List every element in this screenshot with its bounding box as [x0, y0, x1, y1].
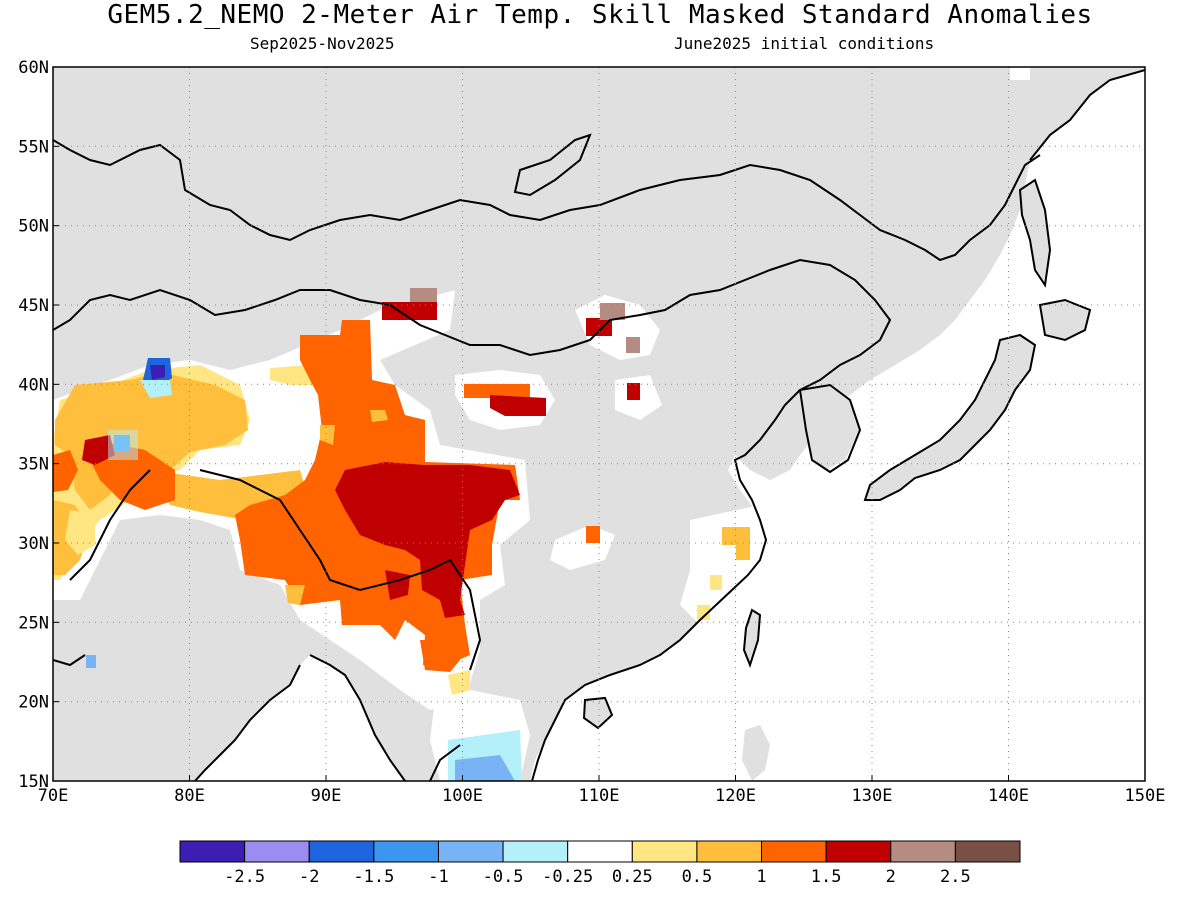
colorbar-swatch	[954, 840, 1021, 863]
colorbar-label: -2.5	[224, 867, 265, 887]
lon-tick-labels: 70E 80E 90E 100E 110E 120E 130E 140E 150E	[38, 775, 1166, 806]
colorbar-swatch	[567, 840, 633, 863]
lon-tick-label: 150E	[1125, 786, 1166, 806]
anom-tajik-cold-05	[108, 430, 138, 460]
colorbar-swatch	[761, 840, 827, 863]
anom-nchina-15	[464, 384, 530, 398]
chart-subtitle-period: Sep2025-Nov2025	[250, 34, 395, 53]
lat-tick-label: 50N	[18, 217, 49, 237]
lon-tick-label: 130E	[852, 786, 893, 806]
colorbar-label: 2.5	[940, 867, 971, 887]
colorbar-label: 2	[886, 867, 896, 887]
colorbar-label: -0.25	[542, 867, 593, 887]
mask-white-coast	[680, 505, 775, 625]
lat-tick-label: 60N	[18, 58, 49, 78]
land-japan	[865, 335, 1035, 500]
colorbar-label: 1.5	[811, 867, 842, 887]
anom-east-coast-1	[722, 527, 750, 560]
anom-mongolia-west-2	[382, 302, 437, 320]
colorbar-swatch	[631, 840, 698, 863]
anom-tibet-1b	[320, 425, 335, 445]
land-sakhalin	[1020, 180, 1050, 285]
anom-inner-mongolia-2	[627, 383, 640, 400]
lon-tick-label: 80E	[174, 786, 205, 806]
colorbar-label: -2	[299, 867, 319, 887]
anom-west-15	[53, 450, 78, 492]
land-hokkaido	[1040, 300, 1090, 340]
anom-yunnan-15	[420, 640, 460, 672]
lat-tick-labels: 15N 20N 25N 30N 35N 40N 45N 50N 55N 60N	[18, 58, 59, 792]
chart-title: GEM5.2_NEMO 2-Meter Air Temp. Skill Mask…	[107, 0, 1093, 30]
anom-pak-05	[65, 510, 95, 555]
colorbar-label: 0.5	[682, 867, 713, 887]
colorbar-swatch	[825, 840, 892, 863]
anom-central-china-15	[586, 526, 600, 543]
colorbar-swatch	[890, 840, 956, 863]
anom-india-cold	[86, 655, 96, 668]
lon-tick-label: 70E	[38, 786, 69, 806]
lat-tick-label: 30N	[18, 534, 49, 554]
lat-tick-label: 20N	[18, 693, 49, 713]
colorbar-label: -0.5	[483, 867, 524, 887]
anom-mongolia-east-25	[600, 303, 625, 320]
anom-tibet-1	[370, 410, 388, 422]
lon-tick-label: 140E	[988, 786, 1029, 806]
land-philippines	[742, 725, 770, 781]
anom-nchina-2	[490, 395, 546, 416]
coastlines	[53, 69, 1145, 781]
lat-tick-label: 15N	[18, 772, 49, 792]
colorbar-label: -1	[428, 867, 448, 887]
colorbar-swatch	[502, 840, 569, 863]
lat-tick-label: 25N	[18, 613, 49, 633]
anom-mongolia-east-25b	[626, 337, 640, 353]
anom-mongolia-west-25	[410, 288, 437, 302]
anom-indochina-cold-05	[455, 755, 515, 781]
anom-east-coast-05b	[697, 605, 710, 620]
anom-kazakh-cold-25	[150, 365, 165, 380]
anom-kazakh-cold-05	[140, 380, 172, 398]
colorbar-swatch	[244, 840, 310, 863]
lon-tick-label: 110E	[579, 786, 620, 806]
colorbar-label: 1	[756, 867, 766, 887]
anom-mongolia-east-2	[586, 318, 612, 336]
anom-tibet-2b	[385, 570, 410, 600]
lat-tick-label: 55N	[18, 137, 49, 157]
lat-tick-label: 35N	[18, 455, 49, 475]
colorbar-swatch	[437, 840, 504, 863]
anom-yunnan-05	[448, 670, 470, 695]
colorbar: -2.5 -2 -1.5 -1 -0.5 -0.25 0.25 0.5 1 1.5 2 2.5	[179, 840, 1021, 887]
anom-east-coast-05	[710, 575, 722, 590]
chart-subtitle-init: June2025 initial conditions	[674, 34, 935, 53]
land-korea	[800, 385, 860, 470]
colorbar-swatch	[179, 840, 246, 863]
lon-tick-label: 120E	[715, 786, 756, 806]
colorbar-swatch	[308, 840, 375, 863]
colorbar-swatch	[373, 840, 439, 863]
map-content	[53, 67, 1145, 781]
lon-tick-label: 90E	[311, 786, 342, 806]
lon-tick-label: 100E	[442, 786, 483, 806]
anom-kyrg-2	[82, 435, 115, 465]
lat-tick-label: 45N	[18, 296, 49, 316]
gridlines	[53, 67, 1145, 781]
anom-qaidam-1	[285, 585, 305, 605]
lat-tick-label: 40N	[18, 375, 49, 395]
anom-tibet-2	[335, 462, 520, 618]
colorbar-swatch	[696, 840, 763, 863]
colorbar-label: 0.25	[612, 867, 653, 887]
colorbar-label: -1.5	[353, 867, 394, 887]
